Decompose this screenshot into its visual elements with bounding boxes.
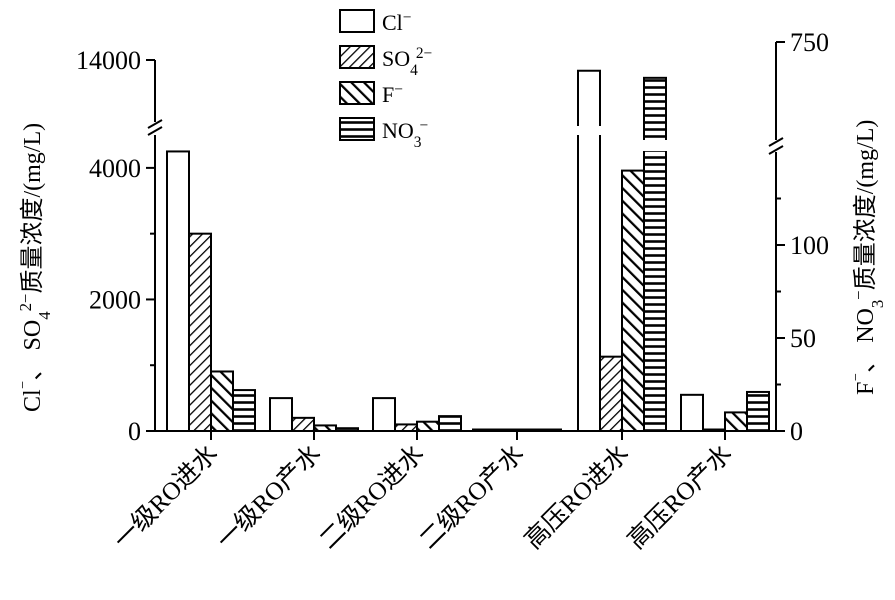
legend: Cl− SO42−F− NO3− — [339, 9, 432, 151]
bar — [188, 232, 212, 432]
bar-break-gap — [643, 140, 667, 151]
bar — [232, 389, 256, 432]
axes — [146, 41, 785, 440]
bar — [269, 397, 293, 433]
bar — [291, 416, 315, 433]
bar — [621, 169, 645, 432]
category-label: 一级RO产水 — [211, 439, 326, 554]
category-label: 一级RO进水 — [108, 439, 223, 554]
legend-label: NO3− — [382, 117, 428, 151]
left-tick-label: 2000 — [89, 285, 141, 314]
legend-swatch — [339, 117, 375, 141]
bar — [394, 423, 418, 432]
legend-swatch — [339, 81, 375, 105]
bar — [516, 428, 540, 432]
legend-swatch — [339, 9, 375, 33]
bar — [166, 150, 190, 432]
bar — [335, 427, 359, 432]
left-tick-label: 0 — [128, 417, 141, 446]
bar-break-gap — [577, 126, 601, 135]
right-axis-break-mark — [768, 137, 784, 147]
legend-label: F− — [382, 81, 403, 108]
category-label: 二级RO产水 — [414, 439, 529, 554]
right-tick-label: 100 — [790, 231, 829, 260]
left-axis-break-mark — [147, 126, 163, 136]
bar — [577, 69, 601, 432]
right-tick-label: 50 — [790, 324, 816, 353]
category-label: 高压RO进水 — [519, 439, 634, 554]
bar — [702, 428, 726, 432]
bars — [166, 69, 770, 433]
bar — [472, 428, 496, 432]
bar — [494, 428, 518, 432]
bar — [599, 355, 623, 432]
right-tick-label: 0 — [790, 417, 803, 446]
bar — [416, 420, 440, 433]
bar — [680, 393, 704, 433]
left-tick-label: 4000 — [89, 154, 141, 183]
bar — [538, 428, 562, 432]
legend-label: Cl− — [382, 9, 411, 36]
right-axis-break-mark — [768, 145, 784, 155]
bar — [313, 424, 337, 433]
bar — [210, 370, 234, 433]
legend-label: SO42− — [382, 45, 432, 79]
legend-swatch — [339, 45, 375, 69]
bar — [372, 397, 396, 433]
category-label: 二级RO进水 — [314, 439, 429, 554]
tick-labels: 0 2000 4000 14000 0 50 100 750 — [76, 28, 829, 446]
bar — [438, 415, 462, 432]
left-axis-label: Cl⁻、 SO42−质量浓度/(mg/L) — [16, 123, 54, 412]
left-tick-label: 14000 — [76, 46, 141, 75]
bar — [746, 390, 770, 433]
category-label: 高压RO产水 — [622, 439, 737, 554]
right-tick-label: 750 — [790, 28, 829, 57]
right-axis-label: F⁻、 NO3−质量浓度/(mg/L) — [849, 120, 887, 395]
bar — [643, 76, 667, 432]
left-axis-break-mark — [147, 119, 163, 129]
bar — [724, 411, 748, 432]
